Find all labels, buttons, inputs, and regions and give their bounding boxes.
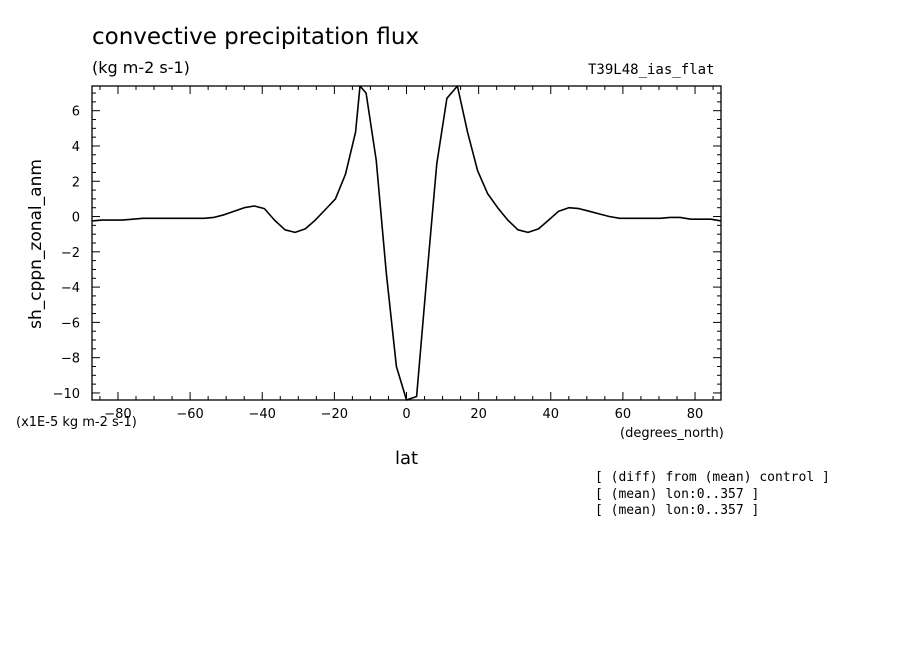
chart-title: convective precipitation flux <box>92 24 420 50</box>
y-tick-label: −10 <box>53 387 80 402</box>
y-tick-label: 0 <box>72 211 80 226</box>
x-tick-label: −40 <box>249 407 276 422</box>
data-points <box>91 85 722 401</box>
y-tick-label: −2 <box>61 246 80 261</box>
chart-units: (kg m-2 s-1) <box>92 58 190 77</box>
x-tick-label: 80 <box>687 407 704 422</box>
note-line-2: [ (mean) lon:0..357 ] <box>595 487 760 502</box>
y-scale-note: (x1E-5 kg m-2 s-1) <box>16 415 137 430</box>
note-line-3: [ (mean) lon:0..357 ] <box>595 503 760 518</box>
y-tick-label: −8 <box>61 352 80 367</box>
x-tick-label: 60 <box>615 407 632 422</box>
x-units-label: (degrees_north) <box>620 426 724 441</box>
x-tick-label: −80 <box>104 407 131 422</box>
y-tick-label: 2 <box>72 175 80 190</box>
x-tick-label: −20 <box>321 407 348 422</box>
x-tick-label: 20 <box>470 407 487 422</box>
series-line <box>91 85 722 401</box>
y-tick-label: 4 <box>72 140 80 155</box>
x-axis-label: lat <box>395 448 419 469</box>
x-tick-label: −60 <box>176 407 203 422</box>
plot-frame <box>91 85 722 401</box>
y-tick-label: 6 <box>72 105 80 120</box>
note-line-1: [ (diff) from (mean) control ] <box>595 470 830 485</box>
x-tick-label: 40 <box>542 407 559 422</box>
y-tick-label: −6 <box>61 316 80 331</box>
tick-marks <box>92 86 721 400</box>
y-tick-label: −4 <box>61 281 80 296</box>
experiment-label: T39L48_ias_flat <box>588 62 715 78</box>
x-tick-label: 0 <box>402 407 410 422</box>
